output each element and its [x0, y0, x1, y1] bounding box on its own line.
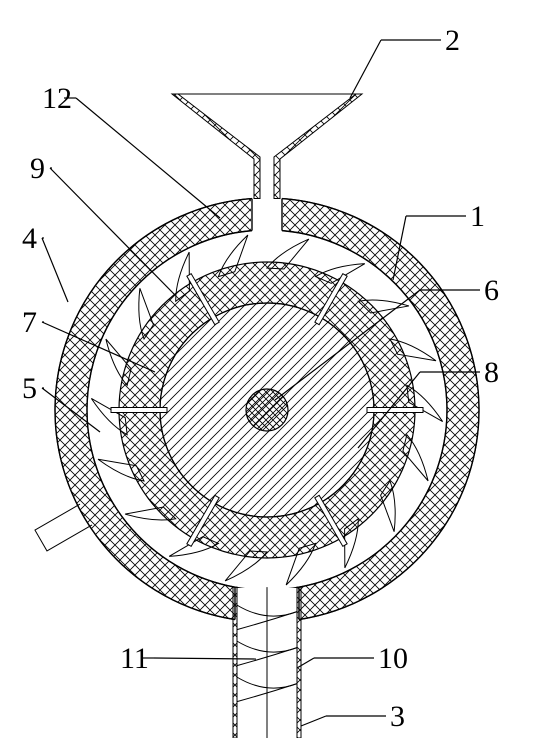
label-12: 12 — [42, 82, 72, 115]
label-1: 1 — [470, 200, 485, 233]
label-11: 11 — [120, 642, 149, 675]
label-10: 10 — [378, 642, 408, 675]
label-3: 3 — [390, 700, 405, 733]
label-6: 6 — [484, 274, 499, 307]
mechanical-diagram: 123456789101112 — [0, 0, 541, 738]
label-9: 9 — [30, 152, 45, 185]
label-2: 2 — [445, 24, 460, 57]
label-7: 7 — [22, 306, 37, 339]
label-8: 8 — [484, 356, 499, 389]
label-4: 4 — [22, 222, 37, 255]
label-5: 5 — [22, 372, 37, 405]
